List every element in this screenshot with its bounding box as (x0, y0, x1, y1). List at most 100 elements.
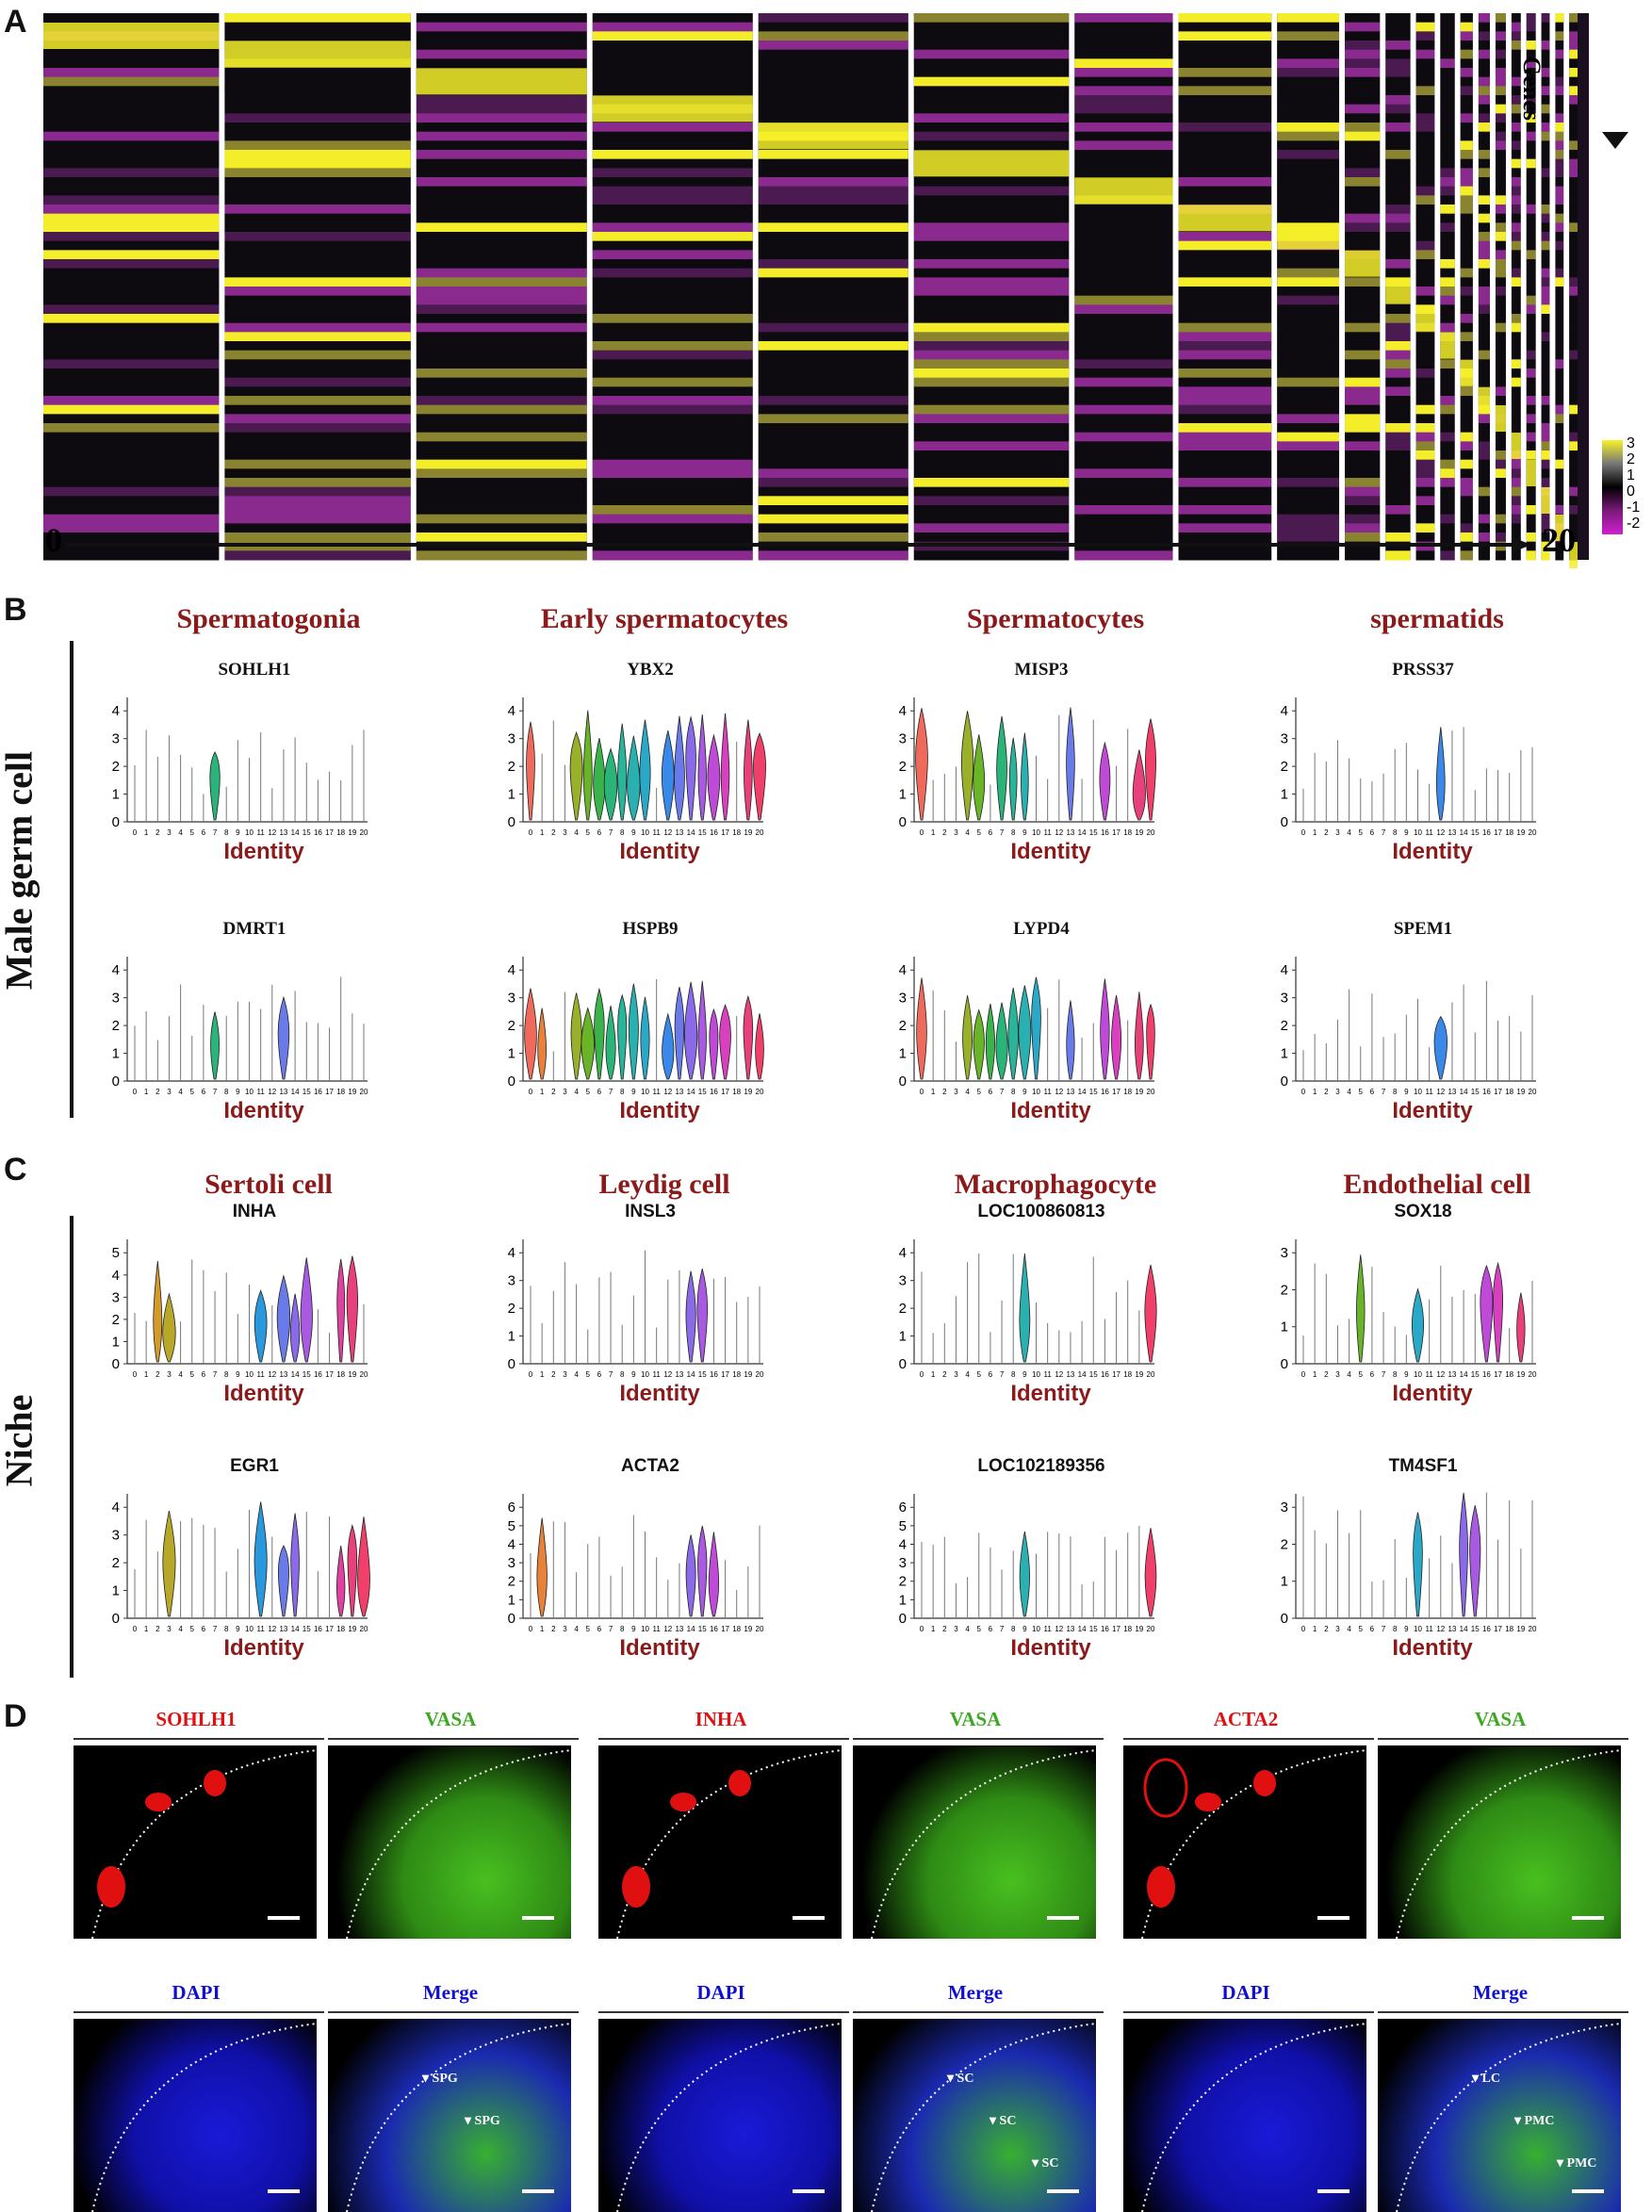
x-tick-label: 8 (620, 1088, 625, 1096)
x-tick-label: 14 (1078, 828, 1087, 837)
y-tick-label: 0 (508, 1356, 515, 1372)
violin-mark (674, 715, 685, 821)
x-tick-label: 0 (1301, 828, 1306, 837)
x-tick-label: 14 (687, 828, 695, 837)
y-tick-label: 2 (1281, 1018, 1288, 1034)
x-tick-label: 10 (641, 1370, 649, 1379)
x-tick-label: 6 (989, 1370, 993, 1379)
x-tick-label: 6 (202, 1625, 206, 1633)
x-tick-label: 16 (710, 828, 718, 837)
category-title: Spermatogonia (176, 603, 361, 634)
x-tick-label: 6 (1370, 1088, 1375, 1096)
x-tick-label: 20 (1529, 1370, 1537, 1379)
x-tick-label: 3 (167, 1625, 172, 1633)
violin-mark (1132, 749, 1146, 821)
x-tick-label: 8 (1393, 1370, 1398, 1379)
y-tick-label: 3 (1281, 731, 1288, 747)
channel-label-merge: Merge (422, 1981, 479, 2004)
x-tick-label: 17 (325, 1088, 334, 1096)
x-tick-label: 13 (675, 1625, 683, 1633)
panel-c-side-line (70, 1216, 74, 1678)
channel-label-green: VASA (949, 1708, 1002, 1730)
x-tick-label: 20 (1529, 828, 1537, 837)
category-title: Early spermatocytes (540, 603, 789, 634)
x-tick-label: 15 (1089, 1088, 1098, 1096)
panel-d-letter: D (4, 1698, 27, 1734)
x-tick-label: 6 (989, 1088, 993, 1096)
y-tick-label: 0 (112, 814, 120, 830)
x-tick-label: 17 (325, 1625, 334, 1633)
violin-mark (524, 988, 537, 1080)
x-tick-label: 15 (303, 1370, 311, 1379)
violin-mark (1135, 991, 1144, 1080)
scale-bar (268, 1916, 300, 1920)
violin-mark (640, 996, 650, 1080)
y-tick-label: 0 (1281, 814, 1288, 830)
x-tick-label: 2 (551, 1088, 556, 1096)
x-tick-label: 17 (1494, 1625, 1502, 1633)
x-tick-label: 4 (1347, 1370, 1351, 1379)
x-tick-label: 18 (1505, 1370, 1513, 1379)
x-tick-label: 17 (1112, 1625, 1120, 1633)
category-title: Leydig cell (598, 1169, 730, 1200)
x-tick-label: 3 (167, 1370, 172, 1379)
x-tick-label: 2 (551, 828, 556, 837)
violin-mark (697, 980, 707, 1080)
violin-mark (1018, 985, 1032, 1080)
x-tick-label: 1 (540, 828, 545, 837)
violin-mark (1469, 1505, 1481, 1617)
violin-mark (300, 1257, 313, 1363)
y-tick-label: 4 (112, 703, 120, 719)
x-tick-label: 9 (236, 1088, 240, 1096)
cell-annotation: ▾ PMC (1557, 2156, 1597, 2171)
channel-label-blue: DAPI (172, 1981, 221, 2004)
x-tick-label: 2 (155, 1625, 160, 1633)
violin-mark (707, 733, 721, 821)
x-tick-label: 8 (224, 1088, 229, 1096)
x-tick-label: 12 (268, 1625, 276, 1633)
x-tick-label: 7 (213, 1625, 218, 1633)
x-tick-label: 16 (1482, 828, 1491, 837)
x-tick-label: 1 (931, 1370, 936, 1379)
x-tick-label: 3 (954, 1370, 958, 1379)
colorbar-tick-label: -1 (1627, 500, 1641, 516)
x-tick-label: 1 (1313, 1370, 1317, 1379)
y-tick-label: 2 (508, 1018, 515, 1034)
y-tick-label: 1 (899, 787, 907, 803)
x-tick-label: 9 (1404, 1088, 1409, 1096)
channel-label-red: ACTA2 (1213, 1708, 1279, 1730)
x-tick-label: 7 (609, 1625, 613, 1633)
y-tick-label: 4 (899, 703, 907, 719)
x-tick-label: 0 (920, 1088, 924, 1096)
scale-bar (1047, 1916, 1079, 1920)
violin-mark (755, 1013, 764, 1080)
violin-mark (162, 1511, 176, 1617)
y-tick-label: 1 (112, 787, 120, 803)
violin-mark (662, 1012, 675, 1080)
violin-mark (973, 1008, 985, 1080)
x-tick-label: 3 (1335, 1088, 1340, 1096)
x-tick-label: 1 (931, 1625, 936, 1633)
x-tick-label: 19 (744, 1088, 752, 1096)
x-tick-label: 16 (1482, 1088, 1491, 1096)
x-tick-label: 9 (631, 1088, 636, 1096)
channel-divider (1378, 1738, 1628, 1740)
x-tick-label: 14 (291, 1625, 300, 1633)
x-tick-label: 18 (732, 1625, 741, 1633)
y-tick-label: 0 (112, 1073, 120, 1090)
y-tick-label: 2 (1281, 759, 1288, 775)
x-tick-label: 2 (155, 828, 160, 837)
channel-divider (598, 2011, 849, 2013)
x-tick-label: 15 (1471, 1625, 1480, 1633)
y-tick-label: 4 (899, 1536, 907, 1552)
violin-mark (594, 987, 605, 1080)
y-tick-label: 5 (899, 1518, 907, 1534)
y-tick-label: 3 (508, 1555, 515, 1571)
x-tick-label: 14 (1460, 1625, 1468, 1633)
y-tick-label: 3 (1281, 1499, 1288, 1516)
x-tick-label: 5 (1359, 1370, 1364, 1379)
x-tick-label: 15 (698, 1088, 707, 1096)
x-tick-label: 15 (303, 1625, 311, 1633)
scale-bar (522, 1916, 554, 1920)
